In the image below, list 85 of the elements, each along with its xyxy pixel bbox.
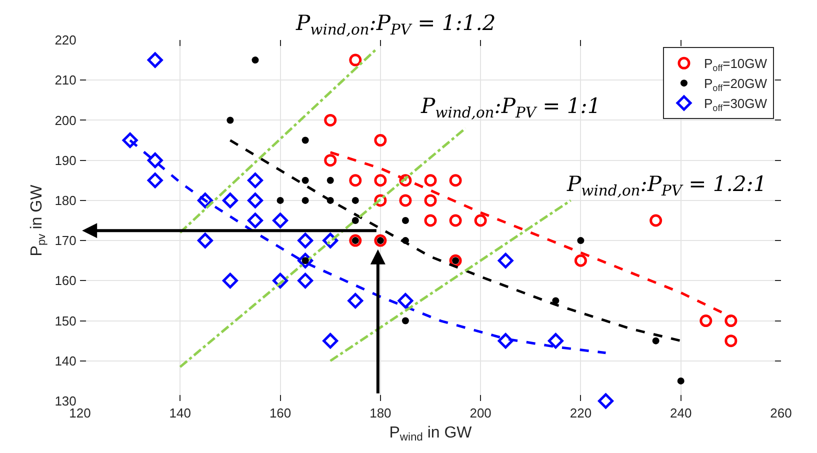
point	[374, 134, 387, 147]
point	[424, 174, 437, 187]
point	[326, 196, 334, 204]
point	[147, 172, 163, 188]
point	[399, 174, 412, 187]
legend-label: P$_{off}$=20GW	[704, 76, 768, 93]
point	[348, 292, 364, 308]
point	[424, 194, 437, 207]
point	[650, 214, 662, 227]
point	[298, 232, 314, 248]
y-tick-label: 160	[54, 273, 76, 288]
point	[302, 196, 309, 204]
point	[298, 272, 314, 288]
y-tick-label: 210	[54, 72, 76, 88]
point	[449, 214, 462, 227]
point	[349, 234, 362, 247]
point	[399, 194, 412, 207]
point	[324, 154, 337, 167]
point	[700, 314, 712, 328]
point	[197, 192, 213, 208]
point	[272, 272, 288, 288]
x-tick-label: 220	[570, 406, 592, 421]
x-tick-label: 180	[370, 406, 392, 421]
point	[374, 234, 387, 247]
point	[222, 192, 238, 208]
point	[122, 132, 138, 148]
point	[724, 314, 738, 328]
point	[349, 174, 362, 187]
point	[402, 217, 409, 224]
x-tick-label: 260	[770, 406, 792, 421]
point	[276, 196, 284, 204]
point	[449, 174, 462, 187]
point	[598, 393, 614, 409]
point	[302, 176, 309, 184]
point	[322, 232, 338, 248]
point	[147, 152, 163, 168]
point	[248, 172, 263, 188]
point	[222, 272, 238, 288]
point	[424, 214, 437, 227]
point	[398, 292, 414, 308]
point	[352, 217, 359, 224]
point	[272, 212, 288, 228]
point	[322, 333, 338, 349]
point	[324, 114, 337, 126]
text: P$_{wind,on}$:P$_{PV}$ = 1:1.2	[295, 11, 496, 38]
point	[349, 54, 362, 66]
point	[248, 192, 263, 208]
point	[374, 174, 387, 187]
y-tick-label: 180	[54, 192, 76, 208]
point	[552, 297, 560, 304]
x-axis-title: P$_{wind}$ in GW	[389, 424, 473, 444]
legend-label: P$_{off}$=30GW	[704, 96, 768, 113]
y-tick-label: 170	[54, 233, 76, 248]
point	[302, 136, 309, 144]
point	[677, 377, 684, 384]
point	[498, 333, 514, 349]
point	[248, 212, 263, 228]
y-tick-label: 150	[54, 313, 76, 328]
y-tick-label: 220	[54, 32, 76, 48]
legend-label: P$_{off}$=10GW	[704, 56, 768, 73]
point	[402, 237, 409, 244]
x-tick-label: 240	[670, 406, 692, 421]
point	[548, 333, 564, 349]
point	[197, 232, 213, 248]
point	[652, 337, 660, 344]
x-tick-label: 200	[470, 406, 492, 421]
y-tick-label: 190	[54, 152, 76, 168]
x-tick-label: 160	[269, 406, 292, 421]
annotation: P$_{wind,on}$:P$_{PV}$ = 1.2:1	[566, 172, 767, 200]
x-tick-label: 140	[169, 406, 191, 421]
y-tick-label: 140	[54, 353, 76, 368]
annotation: P$_{wind,on}$:P$_{PV}$ = 1:1	[420, 94, 601, 122]
point	[402, 317, 409, 324]
point	[147, 52, 163, 68]
point	[577, 237, 584, 244]
point	[498, 252, 514, 268]
point	[724, 334, 738, 348]
point	[326, 176, 334, 184]
point	[352, 196, 359, 204]
point	[226, 116, 234, 124]
point	[298, 252, 314, 268]
point	[252, 56, 259, 64]
point	[574, 254, 587, 267]
y-tick-label: 200	[54, 112, 76, 128]
point	[474, 214, 487, 227]
